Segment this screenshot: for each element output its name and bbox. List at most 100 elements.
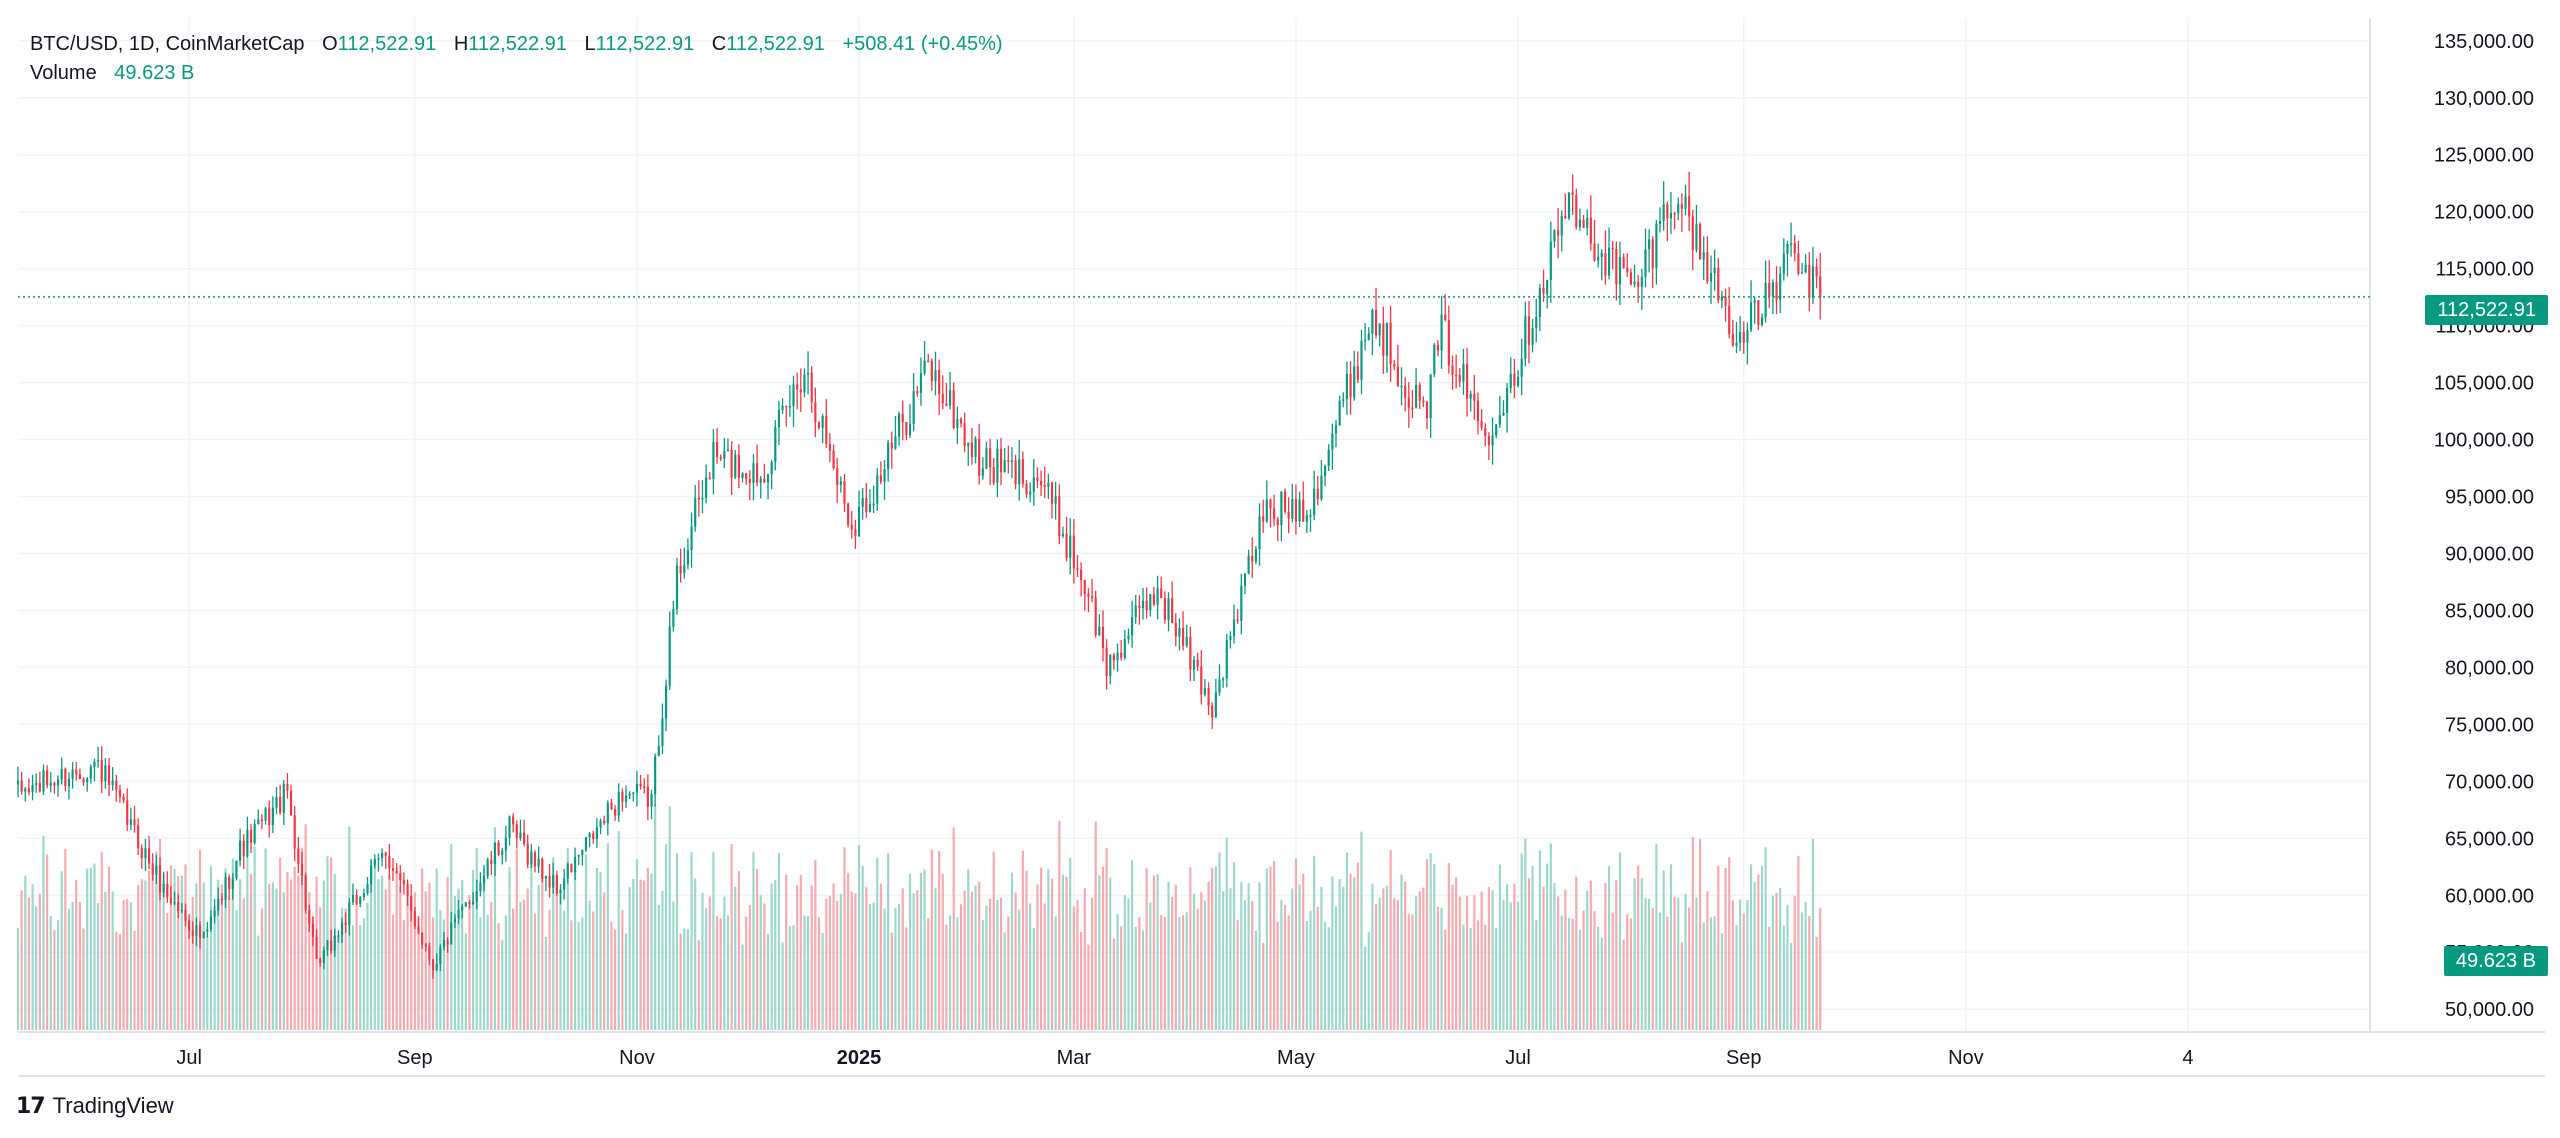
candle-body	[1495, 424, 1498, 436]
candle-body	[1382, 323, 1385, 356]
candle-body	[989, 448, 992, 468]
candle-body	[188, 920, 191, 931]
volume-bar	[1265, 868, 1268, 1030]
candle-body	[1251, 555, 1254, 562]
volume-bar	[38, 893, 41, 1030]
candle-body	[836, 467, 839, 485]
volume-bar	[1458, 896, 1461, 1030]
candle-body	[100, 760, 103, 782]
candle-body	[177, 902, 180, 911]
candle-body	[1269, 499, 1272, 509]
y-tick-label: 115,000.00	[2435, 259, 2534, 281]
volume-bar	[672, 901, 675, 1030]
candle-body	[999, 448, 1003, 473]
volume-bar	[355, 901, 358, 1030]
volume-bar	[1174, 884, 1177, 1030]
volume-bar	[340, 908, 344, 1030]
candle-body	[71, 769, 74, 779]
volume-bar	[1535, 920, 1538, 1030]
volume-bar	[1145, 868, 1148, 1030]
volume-bar	[461, 879, 464, 1030]
candle-body	[1029, 491, 1032, 495]
volume-bar	[195, 883, 198, 1030]
candle-body	[1265, 499, 1268, 522]
volume-bar	[796, 885, 799, 1030]
volume-bar	[788, 926, 791, 1030]
volume-bar	[155, 851, 158, 1030]
volume-bar	[1072, 906, 1075, 1030]
volume-bar	[996, 900, 999, 1030]
volume-bar	[806, 915, 810, 1030]
candle-body	[559, 889, 562, 894]
candle-body	[1254, 549, 1257, 562]
candle-body	[264, 808, 267, 821]
candle-body	[1076, 568, 1079, 570]
candle-body	[1425, 401, 1429, 419]
candle-body	[442, 939, 446, 948]
candle-body	[399, 872, 402, 881]
candle-body	[1320, 475, 1323, 500]
volume-bar	[373, 861, 376, 1030]
volume-bar	[1731, 900, 1734, 1030]
candles	[16, 171, 1822, 979]
candle-body	[370, 865, 373, 885]
volume-bar	[453, 895, 456, 1030]
volume-bar	[1382, 888, 1385, 1030]
candle-body	[1779, 274, 1782, 300]
volume-bar	[854, 893, 857, 1030]
candle-body	[792, 384, 795, 407]
volume-bar	[985, 905, 988, 1030]
candle-body	[1815, 266, 1818, 277]
volume-bar	[308, 892, 311, 1030]
x-tick-label: 4	[2182, 1047, 2193, 1069]
volume-bar	[56, 919, 60, 1030]
volume-bar	[1648, 898, 1651, 1030]
tradingview-brand[interactable]: 17 TradingView	[16, 1093, 174, 1119]
candle-body	[1611, 247, 1614, 250]
candle-body	[428, 945, 431, 960]
candle-body	[330, 940, 333, 951]
volume-bar	[1600, 937, 1603, 1030]
volume-bar	[770, 883, 773, 1030]
volume-bar	[766, 933, 770, 1030]
volume-bar	[82, 928, 85, 1030]
volume-bar	[832, 883, 835, 1030]
volume-bar	[75, 879, 78, 1030]
candle-body	[1757, 300, 1760, 325]
volume-bar	[690, 851, 693, 1030]
volume-bar	[1739, 899, 1742, 1030]
volume-bar	[1396, 900, 1399, 1030]
volume-bar	[945, 924, 948, 1030]
symbol-label[interactable]: BTC/USD, 1D, CoinMarketCap	[30, 33, 305, 55]
volume-bar	[220, 884, 223, 1030]
volume-label[interactable]: Volume	[30, 62, 97, 84]
volume-bar	[1152, 875, 1156, 1030]
volume-bar	[20, 890, 23, 1030]
candle-body	[1633, 281, 1636, 285]
candle-body	[107, 765, 111, 786]
volume-bar	[1305, 921, 1308, 1030]
volume-bar	[989, 898, 992, 1030]
candle-body	[985, 448, 988, 469]
volume-bar	[71, 901, 74, 1030]
candle-body	[42, 770, 45, 792]
volume-bar	[166, 912, 169, 1030]
candle-body	[1327, 449, 1330, 466]
volume-bar	[1724, 867, 1727, 1030]
volume-bar	[1640, 878, 1643, 1030]
volume-bar	[1069, 857, 1072, 1030]
volume-bar	[1262, 942, 1265, 1030]
candle-body	[974, 438, 977, 458]
candle-body	[515, 824, 518, 839]
candle-body	[1746, 330, 1749, 343]
y-tick-label: 90,000.00	[2445, 543, 2534, 565]
volume-bar	[1669, 864, 1673, 1030]
candle-body	[1018, 459, 1021, 485]
candle-body	[1232, 619, 1236, 636]
volume-bar	[1036, 884, 1039, 1030]
candle-body	[552, 875, 555, 888]
candle-body	[683, 564, 686, 574]
volume-bar	[1811, 838, 1815, 1030]
volume-bar	[1323, 922, 1327, 1030]
